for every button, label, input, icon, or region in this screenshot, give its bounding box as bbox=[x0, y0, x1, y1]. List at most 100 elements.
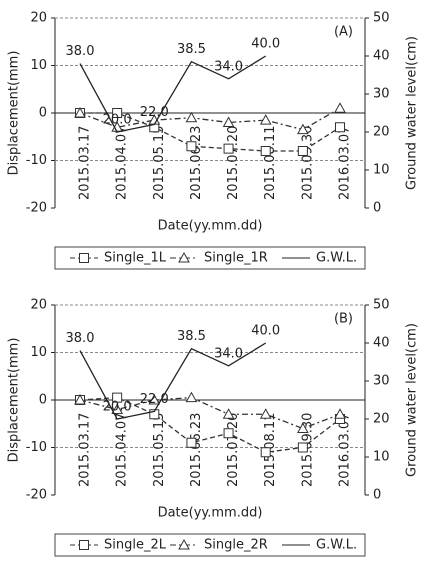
data-label: 22.0 bbox=[140, 105, 169, 120]
marker bbox=[223, 143, 234, 154]
x-tick-label: 2015.04.07 bbox=[115, 413, 130, 487]
marker bbox=[222, 408, 235, 419]
legend-label: G.W.L. bbox=[316, 251, 357, 266]
y-tick-label: 10 bbox=[30, 345, 47, 360]
legend-label: Single_1R bbox=[204, 251, 268, 266]
data-label: 34.0 bbox=[214, 346, 243, 361]
data-label: 20.0 bbox=[103, 113, 132, 128]
series-line bbox=[79, 55, 267, 133]
marker bbox=[259, 408, 272, 419]
y-axis-title: Displacement(mm) bbox=[7, 338, 22, 463]
legend-label: Single_2L bbox=[104, 538, 167, 553]
y2-axis-title: Ground water level(cm) bbox=[405, 323, 420, 477]
y-tick-label: -20 bbox=[26, 201, 47, 216]
y2-tick-label: 0 bbox=[373, 488, 381, 503]
y-axis-title: Displacement(mm) bbox=[7, 51, 22, 176]
marker bbox=[74, 106, 86, 118]
marker bbox=[297, 442, 308, 453]
x-tick-label: 2015.05.15 bbox=[152, 126, 167, 200]
series-line bbox=[79, 396, 341, 453]
marker bbox=[260, 146, 271, 156]
marker bbox=[334, 408, 346, 419]
data-label: 20.0 bbox=[103, 400, 132, 415]
x-tick-label: 2016.03.07 bbox=[338, 126, 353, 200]
panel-label: (B) bbox=[334, 312, 353, 327]
legend-label: G.W.L. bbox=[316, 538, 357, 553]
marker bbox=[74, 393, 86, 405]
marker bbox=[149, 409, 160, 420]
x-tick-label: 2016.03.07 bbox=[338, 413, 353, 487]
y-tick-label: -10 bbox=[26, 153, 47, 168]
marker bbox=[185, 111, 198, 123]
x-tick-label: 2015.09.30 bbox=[300, 126, 315, 200]
y-tick-label: 20 bbox=[30, 11, 47, 26]
x-tick-label: 2015.06.23 bbox=[189, 413, 204, 487]
marker bbox=[178, 538, 190, 550]
y2-tick-label: 10 bbox=[373, 163, 390, 178]
xlabel: Date(yy.mm.dd) bbox=[158, 219, 263, 234]
marker bbox=[223, 428, 234, 439]
y2-tick-label: 30 bbox=[373, 87, 390, 102]
y-tick-label: -20 bbox=[26, 488, 47, 503]
x-tick-label: 2015.07.20 bbox=[226, 413, 241, 487]
xlabel: Date(yy.mm.dd) bbox=[158, 506, 263, 521]
y2-tick-label: 20 bbox=[373, 125, 390, 140]
x-tick-label: 2015.03.17 bbox=[78, 413, 93, 487]
marker bbox=[185, 391, 198, 403]
x-tick-label: 2015.03.17 bbox=[78, 126, 93, 200]
data-label: 38.0 bbox=[66, 331, 95, 346]
y-tick-label: 10 bbox=[30, 58, 47, 73]
marker bbox=[297, 123, 309, 135]
series-line bbox=[79, 342, 267, 420]
y2-axis-title: Ground water level(cm) bbox=[405, 36, 420, 190]
series-line bbox=[79, 396, 341, 430]
x-tick-label: 2015.06.23 bbox=[189, 126, 204, 200]
marker bbox=[186, 141, 197, 152]
marker bbox=[297, 422, 309, 433]
legend-label: Single_2R bbox=[204, 538, 268, 553]
y2-tick-label: 10 bbox=[373, 450, 390, 465]
x-tick-label: 2015.08.11 bbox=[263, 126, 278, 200]
marker bbox=[178, 251, 190, 263]
marker bbox=[186, 437, 197, 448]
y2-tick-label: 50 bbox=[373, 298, 390, 313]
x-tick-label: 2015.07.20 bbox=[226, 126, 241, 200]
marker bbox=[111, 403, 123, 414]
marker bbox=[112, 392, 123, 403]
marker bbox=[79, 253, 89, 263]
marker bbox=[297, 146, 308, 156]
y2-tick-label: 0 bbox=[373, 201, 381, 216]
x-tick-label: 2015.04.07 bbox=[115, 126, 130, 200]
y-tick-label: 0 bbox=[39, 393, 47, 408]
marker bbox=[335, 122, 345, 133]
y-tick-label: 0 bbox=[39, 106, 47, 121]
y2-tick-label: 50 bbox=[373, 11, 390, 26]
marker bbox=[222, 116, 235, 127]
y2-tick-label: 40 bbox=[373, 336, 390, 351]
data-label: 22.0 bbox=[140, 392, 169, 407]
marker bbox=[112, 108, 123, 118]
legend-box bbox=[54, 533, 366, 557]
y-tick-label: 20 bbox=[30, 298, 47, 313]
y-tick-label: -10 bbox=[26, 440, 47, 455]
marker bbox=[79, 540, 89, 550]
data-label: 40.0 bbox=[251, 324, 280, 339]
marker bbox=[260, 447, 271, 458]
marker bbox=[334, 102, 346, 113]
panel-label: (A) bbox=[334, 25, 353, 40]
legend-label: Single_1L bbox=[104, 251, 167, 266]
series-line bbox=[80, 112, 341, 152]
data-label: 38.5 bbox=[177, 42, 206, 57]
y2-tick-label: 30 bbox=[373, 374, 390, 389]
data-label: 38.5 bbox=[177, 329, 206, 344]
y2-tick-label: 20 bbox=[373, 412, 390, 427]
y2-tick-label: 40 bbox=[373, 49, 390, 64]
x-tick-label: 2015.05.15 bbox=[152, 413, 167, 487]
data-label: 40.0 bbox=[251, 37, 280, 52]
series-line bbox=[79, 107, 341, 131]
legend-box bbox=[54, 246, 366, 270]
marker bbox=[148, 393, 161, 405]
data-label: 38.0 bbox=[66, 44, 95, 59]
data-label: 34.0 bbox=[214, 59, 243, 74]
